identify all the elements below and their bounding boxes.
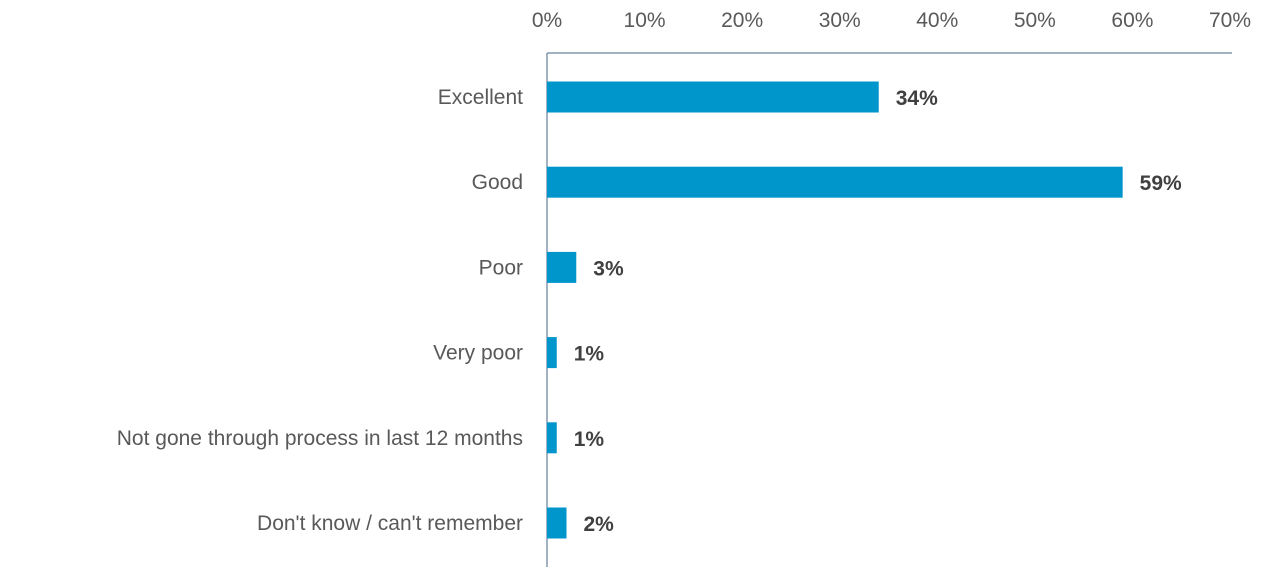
- x-axis-ticks: 0% 10% 20% 30% 40% 50% 60% 70%: [532, 9, 1251, 32]
- bars: [547, 81, 1123, 539]
- bar: [547, 422, 557, 454]
- x-tick-label: 40%: [916, 9, 958, 32]
- x-tick-label: 60%: [1111, 9, 1153, 32]
- data-label: 34%: [896, 87, 938, 110]
- data-label: 59%: [1140, 172, 1182, 195]
- bar: [547, 507, 567, 539]
- category-label: Good: [472, 171, 523, 194]
- category-label: Excellent: [438, 86, 523, 109]
- x-tick-label: 10%: [624, 9, 666, 32]
- data-label: 2%: [584, 513, 615, 536]
- category-label: Not gone through process in last 12 mont…: [117, 427, 523, 450]
- data-label: 1%: [574, 428, 605, 451]
- data-labels: 34% 59% 3% 1% 1% 2%: [574, 87, 1182, 536]
- x-tick-label: 30%: [819, 9, 861, 32]
- category-labels: Excellent Good Poor Very poor Not gone throu…: [117, 86, 523, 535]
- bar: [547, 251, 577, 283]
- bar: [547, 337, 557, 369]
- x-tick-label: 20%: [721, 9, 763, 32]
- category-label: Poor: [479, 256, 523, 279]
- data-label: 1%: [574, 343, 605, 366]
- x-tick-label: 70%: [1209, 9, 1251, 32]
- category-label: Don't know / can't remember: [257, 512, 523, 535]
- x-tick-label: 50%: [1014, 9, 1056, 32]
- category-label: Very poor: [433, 342, 523, 365]
- x-tick-label: 0%: [532, 9, 562, 32]
- bar: [547, 166, 1123, 198]
- data-label: 3%: [593, 257, 624, 280]
- axes: [546, 52, 1232, 567]
- bar: [547, 81, 879, 113]
